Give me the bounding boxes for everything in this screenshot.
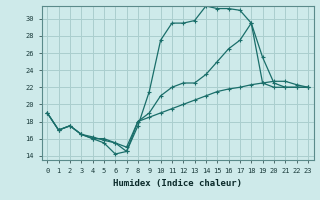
- X-axis label: Humidex (Indice chaleur): Humidex (Indice chaleur): [113, 179, 242, 188]
